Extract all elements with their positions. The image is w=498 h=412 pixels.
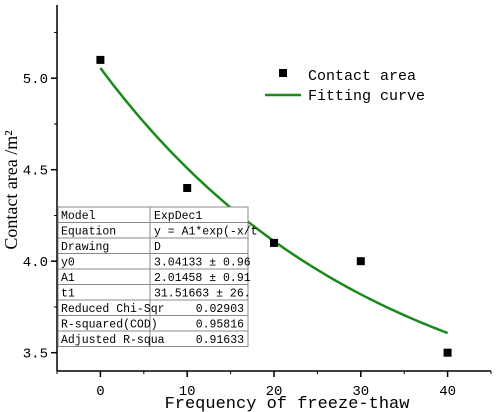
legend-label-points: Contact area [308,68,416,85]
y-tick-label: 3.5 [23,347,48,363]
legend-marker-points [279,69,287,77]
table-cell-value: ExpDec1 [154,210,202,223]
table-cell-label: Reduced Chi-Sqr [61,303,165,316]
table-cell-value: 0.02903 [196,303,244,316]
table-frame [57,206,249,347]
table-cell-label: A1 [61,272,75,285]
x-tick-label: 30 [352,384,369,400]
x-axis-label: Frequency of freeze-thaw [165,395,411,412]
y-axis-label: Contact area /m² [1,130,21,249]
x-tick-label: 40 [439,384,456,400]
ticks: 0 10 20 30 40 3.5 4.0 4.5 5.0 [23,31,492,400]
data-point [270,238,278,247]
table-cell-label: y0 [61,257,75,270]
table-cell-label: R-squared(COD) [61,319,158,332]
fit-parameter-table: Model ExpDec1 Equation y = A1*exp(-x/t Drawi… [57,206,258,347]
data-point [183,184,192,192]
x-tick-label: 0 [96,384,104,400]
legend-label-fit: Fitting curve [308,88,425,105]
table-cell-value: 0.91633 [196,334,244,347]
table-cell-value: y = A1*exp(-x/t [154,226,258,239]
y-tick-label: 4.5 [23,164,48,180]
data-point [96,55,105,64]
table-cell-label: Equation [61,226,116,239]
table-cell-label: t1 [61,288,75,301]
table-cell-value: 0.95816 [196,319,244,332]
x-tick-label: 20 [266,384,283,400]
table-cell-label: Model [61,210,96,223]
table-cell-value: 2.01458 ± 0.91 [154,272,251,285]
legend: Contact area Fitting curve [262,62,425,106]
y-tick-label: 5.0 [23,72,48,88]
y-tick-label: 4.0 [23,255,48,271]
data-points [96,55,452,357]
legend-box [262,62,422,106]
table-cell-label: Adjusted R-squa [61,334,165,347]
table-cell-label: Drawing [61,241,109,254]
table-cell-value: 31.51663 ± 26. [154,288,251,301]
table-cell-value: 3.04133 ± 0.96 [154,257,251,270]
data-point [443,348,452,357]
table-cell-value: D [154,241,161,254]
data-point [356,257,365,266]
x-tick-label: 10 [179,384,196,400]
